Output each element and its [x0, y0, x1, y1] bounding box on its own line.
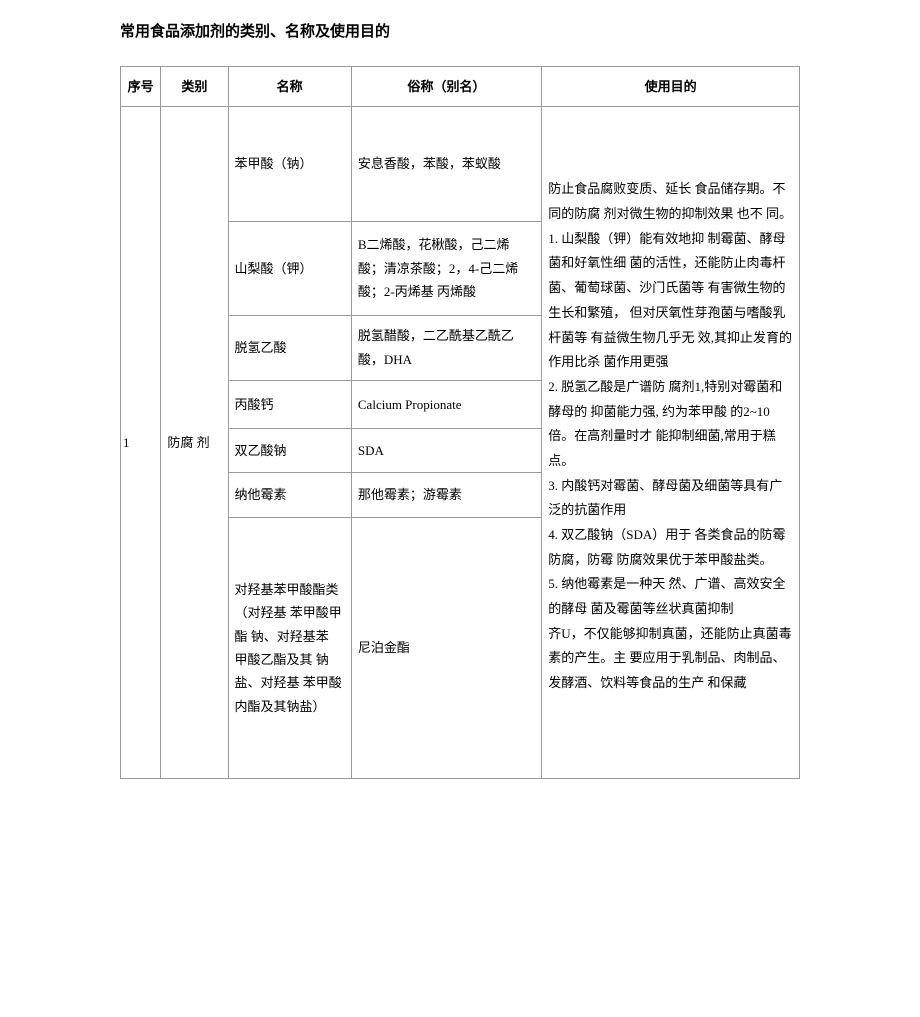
item-row: 苯甲酸（钠）安息香酸，苯酸，苯蚁酸	[229, 107, 542, 221]
table-row: 1 防腐 剂 苯甲酸（钠）安息香酸，苯酸，苯蚁酸山梨酸（钾）B二烯酸，花楸酸，己…	[121, 107, 800, 779]
purpose-line: 齐U，不仅能够抑制真菌，还能防止真菌毒素的产生。主 要应用于乳制品、肉制品、 发…	[548, 622, 793, 696]
cell-category: 防腐 剂	[161, 107, 228, 779]
header-alias: 俗称（别名）	[351, 67, 541, 107]
item-row: 脱氢乙酸脱氢醋酸，二乙酰基乙酰乙酸，DHA	[229, 316, 542, 380]
document-title: 常用食品添加剂的类别、名称及使用目的	[120, 20, 800, 41]
item-row: 丙酸钙Calcium Propionate	[229, 380, 542, 428]
header-purpose: 使用目的	[542, 67, 800, 107]
purpose-line: 4. 双乙酸钠（SDA）用于 各类食品的防霉防腐，防霉 防腐效果优于苯甲酸盐类。	[548, 523, 793, 572]
item-alias: 安息香酸，苯酸，苯蚁酸	[351, 107, 541, 221]
item-name: 双乙酸钠	[229, 428, 352, 472]
purpose-line: 5. 纳他霉素是一种天 然、广谱、高效安全的酵母 菌及霉菌等丝状真菌抑制	[548, 572, 793, 621]
item-alias: B二烯酸，花楸酸，己二烯酸；清凉茶酸；2，4-己二烯酸；2-丙烯基 丙烯酸	[351, 221, 541, 315]
item-alias: SDA	[351, 428, 541, 472]
item-name: 脱氢乙酸	[229, 316, 352, 380]
item-alias: 尼泊金酯	[351, 517, 541, 778]
item-alias: Calcium Propionate	[351, 380, 541, 428]
item-name: 对羟基苯甲酸酯类（对羟基 苯甲酸甲酯 钠、对羟基苯 甲酸乙酯及其 钠盐、对羟基 …	[229, 517, 352, 778]
item-name: 丙酸钙	[229, 380, 352, 428]
item-row: 纳他霉素那他霉素；游霉素	[229, 473, 542, 517]
items-subtable: 苯甲酸（钠）安息香酸，苯酸，苯蚁酸山梨酸（钾）B二烯酸，花楸酸，己二烯酸；清凉茶…	[229, 107, 542, 778]
purpose-line: 3. 内酸钙对霉菌、酵母菌及细菌等具有广泛的抗菌作用	[548, 474, 793, 523]
header-category: 类别	[161, 67, 228, 107]
item-row: 双乙酸钠SDA	[229, 428, 542, 472]
purpose-line: 防止食品腐败变质、延长 食品储存期。不同的防腐 剂对微生物的抑制效果 也不 同。	[548, 177, 793, 226]
header-seq: 序号	[121, 67, 161, 107]
item-name: 苯甲酸（钠）	[229, 107, 352, 221]
item-name: 山梨酸（钾）	[229, 221, 352, 315]
purpose-line: 2. 脱氢乙酸是广谱防 腐剂1,特别对霉菌和酵母的 抑菌能力强, 约为苯甲酸 的…	[548, 375, 793, 474]
cell-seq: 1	[121, 107, 161, 779]
cell-purpose: 防止食品腐败变质、延长 食品储存期。不同的防腐 剂对微生物的抑制效果 也不 同。…	[542, 107, 800, 779]
additives-table: 序号 类别 名称 俗称（别名） 使用目的 1 防腐 剂 苯甲酸（钠）安息香酸，苯…	[120, 66, 800, 779]
item-row: 山梨酸（钾）B二烯酸，花楸酸，己二烯酸；清凉茶酸；2，4-己二烯酸；2-丙烯基 …	[229, 221, 542, 315]
item-alias: 脱氢醋酸，二乙酰基乙酰乙酸，DHA	[351, 316, 541, 380]
purpose-line: 1. 山梨酸（钾）能有效地抑 制霉菌、酵母菌和好氧性细 菌的活性，还能防止肉毒杆…	[548, 227, 793, 375]
item-name: 纳他霉素	[229, 473, 352, 517]
table-header-row: 序号 类别 名称 俗称（别名） 使用目的	[121, 67, 800, 107]
header-name: 名称	[228, 67, 351, 107]
item-row: 对羟基苯甲酸酯类（对羟基 苯甲酸甲酯 钠、对羟基苯 甲酸乙酯及其 钠盐、对羟基 …	[229, 517, 542, 778]
item-alias: 那他霉素；游霉素	[351, 473, 541, 517]
